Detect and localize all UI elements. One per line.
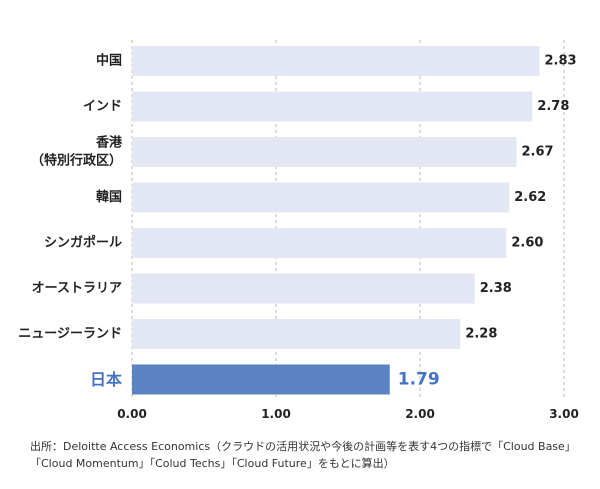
- bar-2: [132, 137, 517, 167]
- category-label-1: インド: [83, 99, 122, 114]
- source-note: 出所：Deloitte Access Economics（クラウドの活用状況や今…: [30, 438, 590, 472]
- value-label-1: 2.78: [537, 99, 569, 114]
- category-label-6: ニュージーランド: [18, 327, 122, 342]
- value-label-6: 2.28: [465, 327, 497, 342]
- category-label-3: 韓国: [96, 189, 122, 205]
- value-label-4: 2.60: [511, 236, 543, 251]
- category-label-4: シンガポール: [44, 235, 122, 251]
- value-label-3: 2.62: [514, 190, 546, 205]
- x-tick-label-0: 0.00: [117, 407, 147, 421]
- category-label-0: 中国: [96, 53, 122, 69]
- category-label-2-line-1: （特別行政区）: [31, 153, 122, 169]
- bar-7: [132, 364, 390, 395]
- bar-6: [132, 319, 461, 349]
- source-line-1: 出所：Deloitte Access Economics（クラウドの活用状況や今…: [30, 440, 576, 453]
- value-label-2: 2.67: [521, 145, 553, 160]
- category-label-2-line-0: 香港: [95, 135, 123, 151]
- source-line-2: 「Cloud Momentum」「Colud Techs」「Cloud Futu…: [30, 457, 395, 470]
- x-tick-label-3: 3.00: [549, 407, 579, 421]
- bar-1: [132, 91, 533, 122]
- x-tick-label-1: 1.00: [261, 407, 291, 421]
- bar-5: [132, 273, 475, 304]
- value-label-5: 2.38: [480, 281, 512, 296]
- bar-3: [132, 182, 510, 213]
- value-label-0: 2.83: [545, 54, 577, 69]
- x-tick-label-2: 2.00: [405, 407, 435, 421]
- value-label-7: 1.79: [398, 370, 440, 390]
- bar-4: [132, 228, 507, 258]
- bar-0: [132, 46, 540, 76]
- category-label-7: 日本: [90, 370, 122, 389]
- category-label-5: オーストラリア: [32, 281, 122, 296]
